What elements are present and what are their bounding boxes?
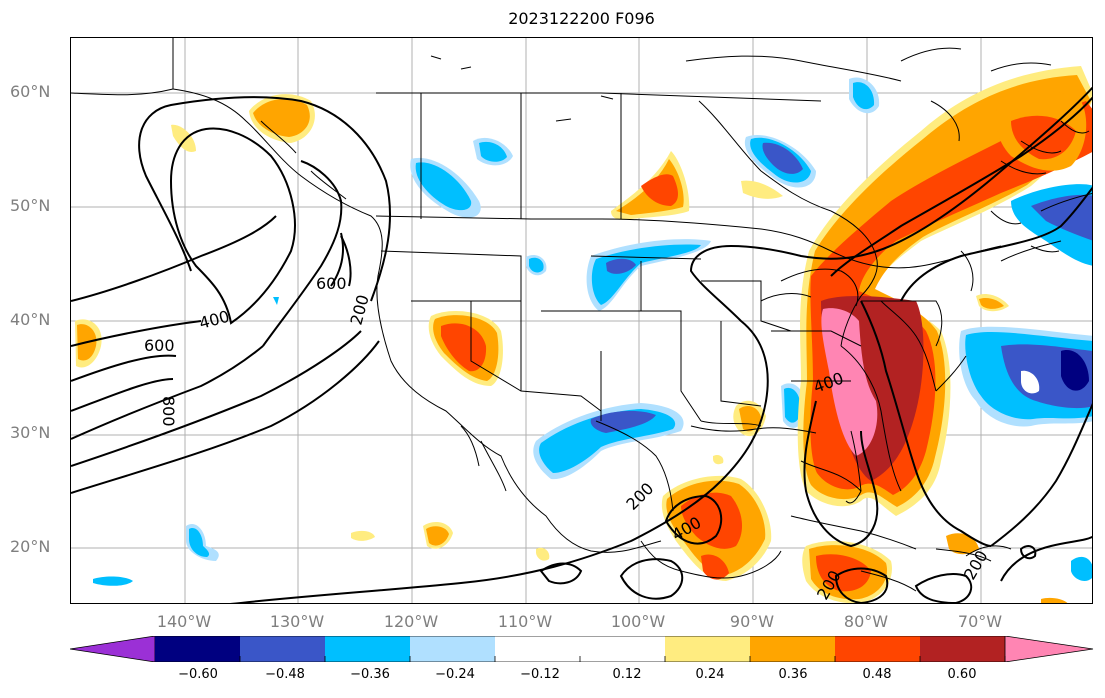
map-panel: 600 400 600 800 200 200 400 400 200 200 [70,37,1093,604]
colorbar-swatch [920,636,1005,662]
contour-lines [71,86,1092,603]
map-outlines [71,38,1092,592]
colorbar-extend-high [1004,636,1094,662]
colorbar-swatch [410,636,495,662]
colorbar-extend-low [70,636,156,662]
lat-label-60n: 60°N [10,82,51,101]
colorbar-tick-label: 0.48 [862,667,892,682]
lat-label-40n: 40°N [10,310,51,329]
lon-label-70w: 70°W [957,612,1003,631]
colorbar-tick-label: −0.24 [435,667,475,682]
positive-anomaly-fills [75,66,1092,603]
lon-label-90w: 90°W [729,612,775,631]
lon-label-100w: 100°W [610,612,666,631]
map-canvas: 600 400 600 800 200 200 400 400 200 200 [71,38,1092,603]
contour-label: 600 [144,336,175,355]
lat-label-50n: 50°N [10,196,51,215]
colorbar-tick-label: −0.36 [350,667,390,682]
map-title: 2023122200 F096 [508,9,655,28]
contour-label: 600 [316,274,347,293]
colorbar-tick-label: −0.48 [265,667,305,682]
lat-label-30n: 30°N [10,423,51,442]
colorbar-tick-label: 0.36 [778,667,808,682]
colorbar-swatch [750,636,835,662]
lon-label-120w: 120°W [383,612,439,631]
lon-label-140w: 140°W [156,612,212,631]
contour-label: 200 [622,479,657,514]
colorbar-swatch [835,636,920,662]
negative-anomaly-fills [93,77,1092,586]
colorbar-tick-label: −0.12 [520,667,560,682]
colorbar-tick-label: 0.60 [947,667,977,682]
lon-label-110w: 110°W [497,612,553,631]
lon-label-80w: 80°W [843,612,889,631]
contour-label: 800 [159,396,178,427]
colorbar-swatch [665,636,750,662]
contour-label: 400 [197,307,231,333]
colorbar-tick-label: 0.12 [612,667,642,682]
colorbar [70,636,1094,662]
contour-label: 200 [347,293,373,327]
lon-label-130w: 130°W [269,612,325,631]
colorbar-tick-label: 0.24 [695,667,725,682]
colorbar-swatch [240,636,325,662]
lat-label-20n: 20°N [10,537,51,556]
colorbar-swatch [155,636,240,662]
colorbar-swatch [325,636,410,662]
colorbar-tick-label: −0.60 [178,667,218,682]
